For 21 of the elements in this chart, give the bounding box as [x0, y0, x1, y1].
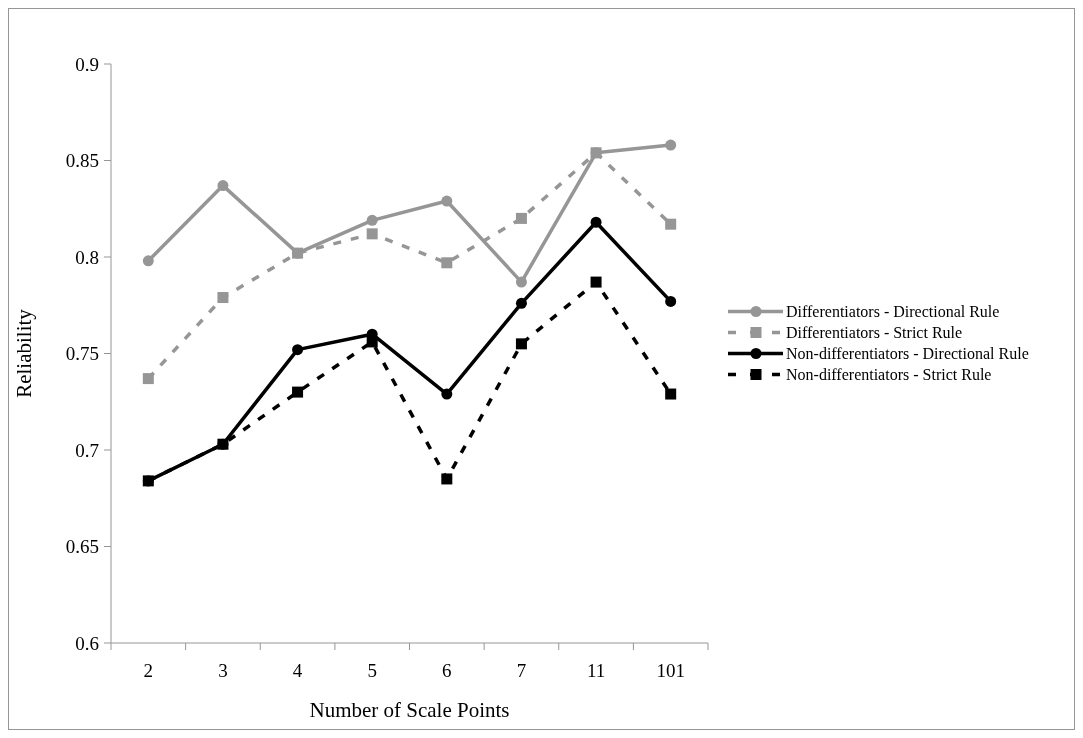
x-tick-label: 7 — [516, 660, 527, 681]
legend-label: Differentiators - Strict Rule — [786, 324, 963, 342]
legend-label: Differentiators - Directional Rule — [786, 303, 1000, 321]
x-tick-label: 6 — [442, 660, 452, 681]
x-tick-label: 4 — [292, 660, 303, 681]
x-tick-label: 2 — [143, 660, 154, 681]
x-tick-label: 101 — [656, 660, 685, 681]
y-tick-label: 0.8 — [75, 246, 99, 268]
x-axis-title: Number of Scale Points — [309, 698, 510, 722]
y-tick-label: 0.6 — [75, 632, 99, 654]
y-tick-label: 0.7 — [75, 439, 99, 461]
y-axis-title: Reliability — [12, 308, 36, 398]
x-tick-label: 5 — [367, 660, 377, 681]
legend-label: Non-differentiators - Directional Rule — [786, 345, 1029, 363]
y-tick-label: 0.85 — [65, 150, 99, 172]
y-tick-label: 0.75 — [65, 343, 99, 365]
legend-label: Non-differentiators - Strict Rule — [786, 366, 992, 384]
x-tick-label: 11 — [586, 660, 606, 681]
x-tick-label: 3 — [218, 660, 228, 681]
y-tick-label: 0.9 — [75, 53, 99, 75]
y-tick-label: 0.65 — [65, 536, 99, 558]
